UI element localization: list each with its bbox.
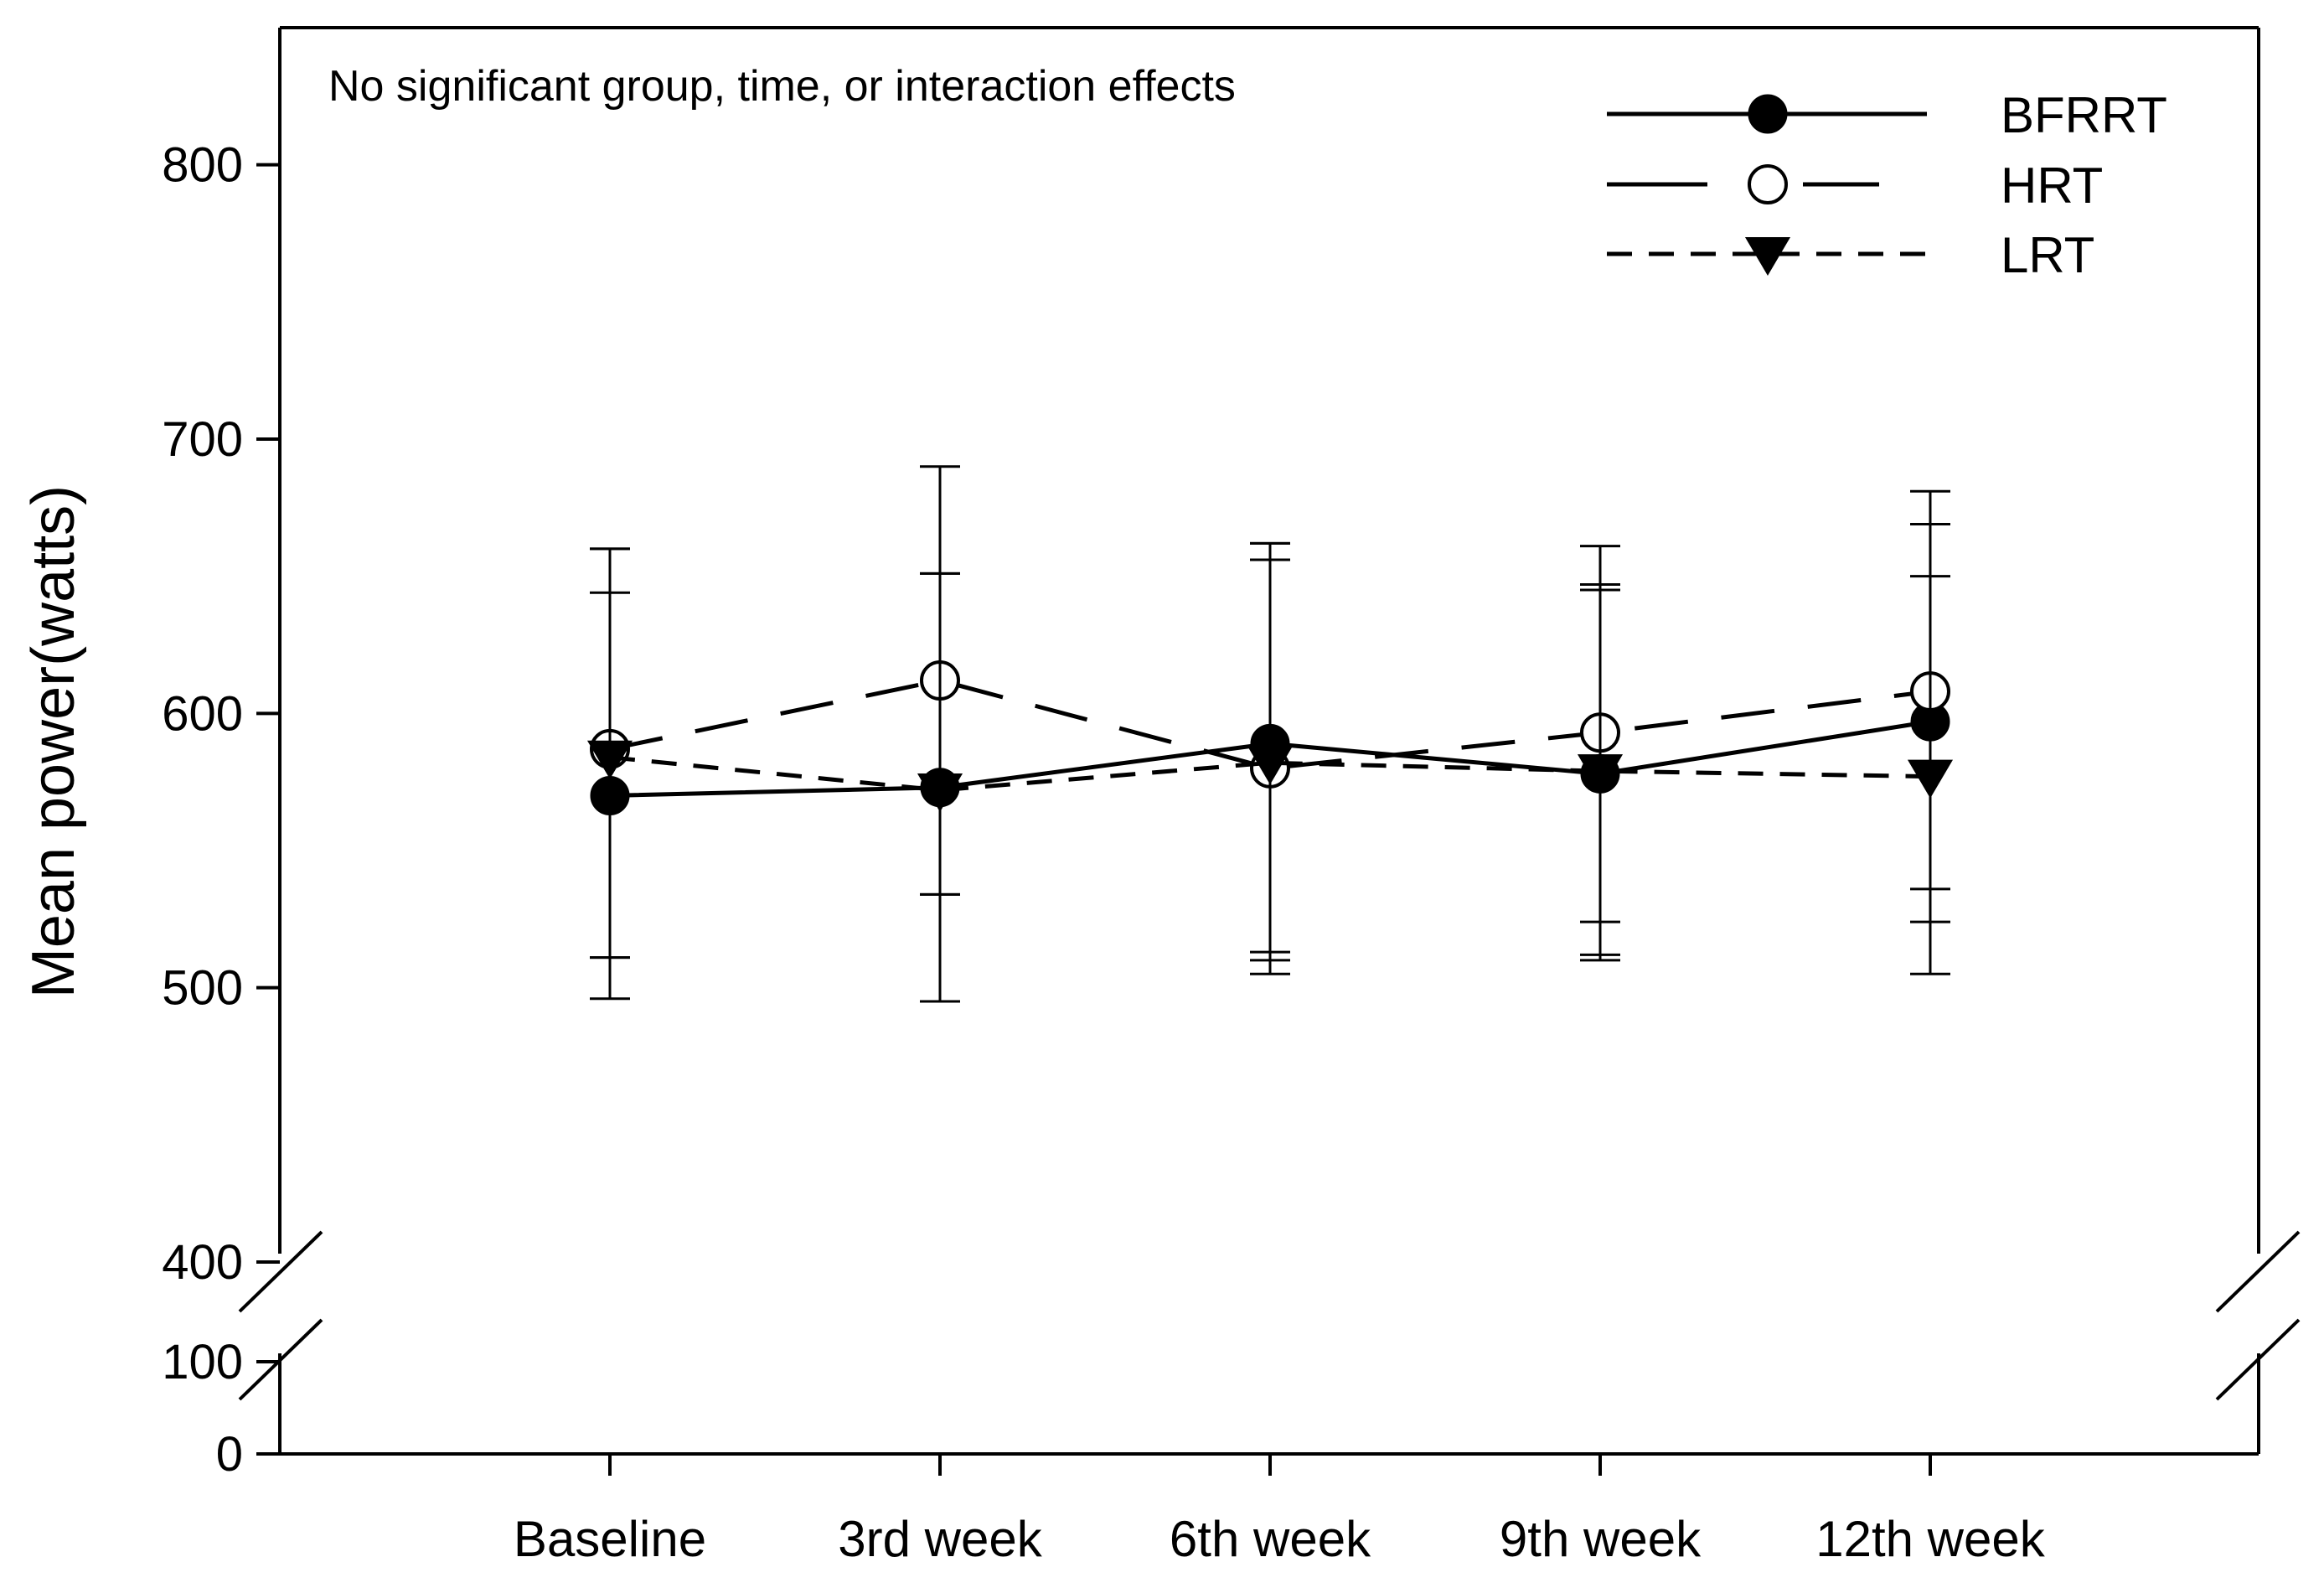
x-tick-label: 6th week bbox=[1170, 1511, 1371, 1567]
series-lrt bbox=[586, 522, 1954, 962]
lrt-line bbox=[609, 755, 1931, 793]
legend-item-bfrrt: BFRRT bbox=[1607, 87, 2167, 143]
data-series bbox=[586, 465, 1954, 1003]
y-tick-label: 400 bbox=[162, 1235, 243, 1290]
y-tick-label: 800 bbox=[162, 138, 243, 193]
x-tick-label: 12th week bbox=[1815, 1511, 2046, 1567]
lrt-point bbox=[586, 740, 633, 779]
annotation-text: No significant group, time, or interacti… bbox=[328, 62, 1236, 111]
lrt-point bbox=[1907, 759, 1954, 799]
right-axis-break-mark bbox=[2215, 1230, 2301, 1313]
legend-marker-bfrrt bbox=[1748, 94, 1788, 134]
legend-label-lrt: LRT bbox=[2001, 227, 2094, 283]
legend-label-bfrrt: BFRRT bbox=[2001, 87, 2167, 143]
axis-ticks: 400 500 600 700 800 0 100 Baseline 3rd week 6th w… bbox=[162, 138, 2046, 1567]
legend-marker-lrt bbox=[1744, 237, 1791, 277]
legend-label-hrt: HRT bbox=[2001, 158, 2103, 214]
y-axis-title: Mean power(watts) bbox=[20, 485, 87, 998]
lrt-point bbox=[1577, 754, 1624, 794]
y-tick-label: 0 bbox=[216, 1427, 243, 1482]
y-tick-label: 100 bbox=[162, 1335, 243, 1389]
right-axis-break-mark bbox=[2215, 1318, 2301, 1401]
y-axis-break-mark bbox=[238, 1230, 323, 1313]
legend-item-lrt: LRT bbox=[1607, 227, 2094, 283]
y-axis-break-mark bbox=[238, 1318, 323, 1401]
y-tick-label: 700 bbox=[162, 412, 243, 467]
legend-marker-hrt bbox=[1748, 164, 1788, 204]
x-tick-label: Baseline bbox=[514, 1511, 706, 1567]
lrt-point bbox=[1247, 746, 1294, 785]
hrt-line bbox=[609, 678, 1931, 771]
x-tick-label: 9th week bbox=[1500, 1511, 1702, 1567]
legend: BFRRT HRT LRT bbox=[1607, 87, 2167, 283]
y-tick-label: 600 bbox=[162, 686, 243, 741]
x-tick-label: 3rd week bbox=[838, 1511, 1042, 1567]
lrt-point bbox=[917, 773, 963, 812]
legend-item-hrt: HRT bbox=[1607, 158, 2103, 214]
y-tick-label: 500 bbox=[162, 961, 243, 1016]
